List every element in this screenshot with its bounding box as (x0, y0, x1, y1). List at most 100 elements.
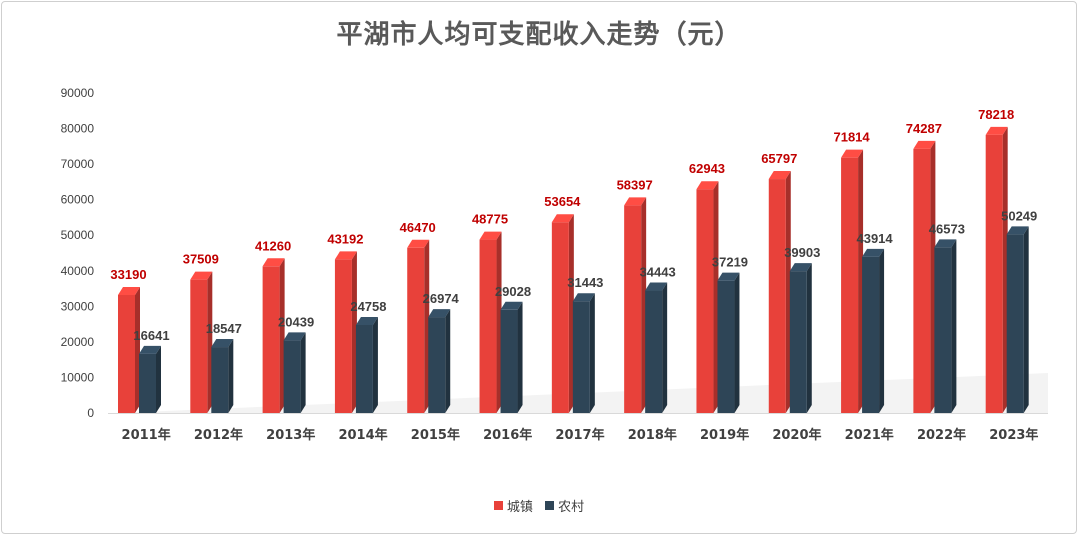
bar-urban (624, 205, 642, 413)
y-tick-label: 90000 (61, 86, 95, 100)
legend-item-rural: 农村 (545, 496, 584, 515)
bar-rural (428, 317, 446, 413)
bar-rural-side (951, 239, 957, 413)
y-tick-label: 20000 (61, 335, 95, 349)
bar-urban-side (641, 197, 647, 413)
bar-urban-side (713, 181, 719, 413)
bar-rural-side (517, 301, 523, 413)
data-label-urban: 74287 (906, 121, 942, 136)
bar-rural-side (879, 248, 885, 413)
bar-rural-top (1006, 226, 1029, 235)
bar-rural (139, 353, 156, 413)
bar-rural (572, 301, 590, 413)
bar-urban-side (568, 214, 574, 413)
bar-urban (841, 157, 859, 413)
bar-urban (985, 134, 1003, 414)
data-label-rural: 29028 (495, 284, 531, 299)
bar-urban-top (985, 126, 1008, 135)
y-tick-label: 60000 (61, 193, 95, 207)
bar-rural-side (372, 316, 378, 413)
legend-swatch-rural (545, 501, 555, 510)
data-label-urban: 78218 (978, 107, 1014, 122)
y-tick-label: 10000 (61, 370, 95, 384)
bar-rural (862, 256, 880, 413)
x-tick-label: 2014年 (338, 427, 387, 443)
legend-swatch-urban (493, 501, 503, 510)
x-tick-label: 2017年 (555, 427, 604, 443)
bar-rural-top (645, 282, 668, 291)
data-label-rural: 39903 (784, 245, 820, 260)
data-label-urban: 65797 (761, 151, 797, 166)
y-tick-label: 70000 (61, 157, 95, 171)
bar-urban-top (479, 231, 502, 240)
bar-rural-side (734, 272, 740, 413)
bar-urban-top (551, 214, 574, 223)
bar-urban (407, 247, 425, 413)
data-label-urban: 48775 (472, 212, 508, 227)
chart-title: 平湖市人均可支配收入走势（元） (336, 20, 742, 50)
bar-urban-side (351, 251, 357, 413)
x-tick-label: 2022年 (917, 427, 966, 443)
y-tick-label: 80000 (61, 122, 95, 136)
data-label-rural: 46573 (929, 221, 965, 236)
data-label-rural: 43914 (856, 231, 893, 246)
bar-rural (355, 324, 373, 413)
bar-urban-side (207, 271, 213, 413)
x-tick-label: 2021年 (845, 427, 894, 443)
bar-urban-side (930, 140, 936, 413)
bar-rural-side (156, 345, 161, 413)
data-label-rural: 16641 (133, 328, 169, 343)
data-label-urban: 37509 (183, 252, 219, 267)
y-tick-label: 30000 (61, 299, 95, 313)
bar-rural-top (500, 301, 523, 310)
bar-rural (934, 247, 952, 413)
data-label-urban: 71814 (833, 130, 870, 145)
bar-urban-top (334, 251, 357, 260)
bar-rural-top (211, 339, 234, 348)
bar-urban (479, 239, 497, 413)
bar-urban-side (496, 231, 502, 413)
x-tick-label: 2015年 (411, 427, 460, 443)
x-tick-label: 2011年 (122, 427, 171, 443)
bar-urban-top (407, 239, 430, 248)
x-tick-label: 2018年 (628, 427, 677, 443)
legend-label-rural: 农村 (558, 500, 585, 515)
bar-urban (913, 148, 931, 413)
bar-rural-side (445, 309, 451, 413)
x-tick-label: 2020年 (772, 427, 821, 443)
bar-urban (262, 266, 280, 413)
bar-urban-side (1002, 126, 1008, 414)
x-tick-label: 2019年 (700, 427, 749, 443)
bar-rural (717, 280, 735, 413)
x-tick-label: 2012年 (194, 427, 243, 443)
bar-urban-top (262, 258, 285, 267)
bar-rural-side (589, 293, 595, 413)
bar-urban (334, 259, 352, 413)
legend: 城镇 农村 (2, 496, 1076, 515)
bar-urban-side (424, 239, 430, 413)
bar-rural-top (139, 345, 161, 354)
data-label-urban: 41260 (255, 238, 291, 253)
bar-urban (696, 189, 714, 413)
bar-urban-side (785, 171, 791, 413)
data-label-urban: 58397 (617, 177, 653, 192)
bar-rural-side (662, 282, 668, 413)
bar-urban-top (768, 171, 791, 180)
data-label-urban: 62943 (689, 161, 725, 176)
data-label-rural: 37219 (712, 255, 748, 270)
x-tick-label: 2013年 (266, 427, 315, 443)
bar-urban-top (190, 271, 213, 280)
bar-rural (645, 290, 663, 413)
bar-rural-top (717, 272, 740, 281)
bar-urban-side (135, 286, 140, 413)
bar-urban-top (913, 140, 936, 149)
y-tick-label: 40000 (61, 264, 95, 278)
data-label-urban: 43192 (327, 231, 363, 246)
bar-urban-side (279, 258, 285, 413)
data-label-urban: 53654 (544, 194, 581, 209)
bar-rural-top (862, 248, 885, 257)
bar-urban-top (841, 149, 864, 158)
data-label-rural: 26974 (423, 291, 460, 306)
bar-rural-side (806, 263, 812, 413)
